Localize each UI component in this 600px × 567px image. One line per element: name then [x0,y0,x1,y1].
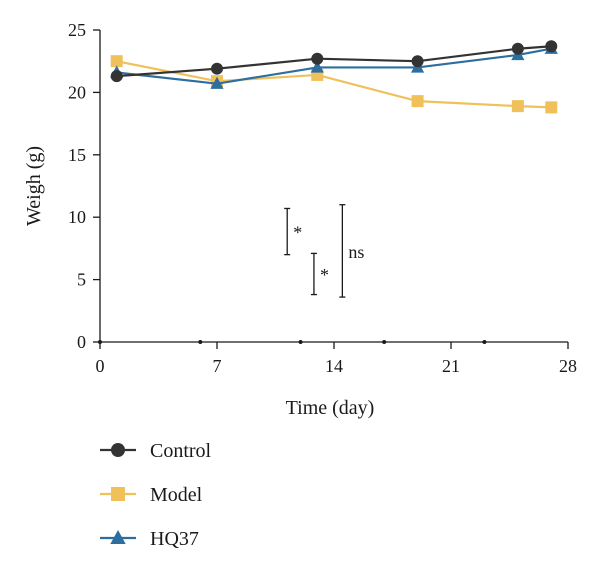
data-point [111,487,125,501]
y-tick-label: 0 [77,332,86,352]
data-point [545,40,558,53]
y-ticks: 0 5 10 15 20 25 [68,20,100,352]
axes [99,30,568,343]
data-point [111,443,125,457]
legend-item-hq37: HQ37 [100,528,199,550]
y-tick-label: 25 [68,20,86,40]
significance-label: * [293,223,302,243]
series-layer [110,40,558,114]
series-model [110,55,558,114]
y-tick-label: 20 [68,82,86,102]
baseline-dot [198,340,203,344]
legend-label: Control [150,440,212,462]
x-tick-label: 7 [213,356,222,376]
x-tick-label: 0 [96,356,105,376]
series-line [116,47,552,85]
baseline-dot [482,340,487,344]
baseline-dots [98,340,487,344]
significance-bracket: * [284,207,302,256]
series-control [110,40,558,83]
x-tick-label: 14 [325,356,343,376]
data-point [511,100,524,113]
y-tick-label: 15 [68,145,86,165]
legend-label: HQ37 [150,528,199,550]
x-tick-label: 21 [442,356,460,376]
legend-item-model: Model [100,484,203,506]
data-point [110,70,123,83]
baseline-dot [298,340,303,344]
series-line [116,45,552,78]
significance-bracket: * [310,252,329,296]
data-point [511,42,524,55]
x-tick-label: 28 [559,356,577,376]
baseline-dot [98,340,102,344]
significance-bracket: ns [339,204,364,298]
data-point [110,529,126,545]
data-point [411,55,424,68]
data-point [210,76,224,89]
baseline-dot [382,340,387,344]
significance-label: ns [348,242,364,262]
significance-annotations: * * ns [284,204,364,298]
legend-item-control: Control [100,440,212,462]
data-point [110,55,123,68]
legend: Control Model HQ37 [100,440,212,550]
significance-label: * [320,265,329,285]
series-hq37 [110,41,558,89]
x-axis-label: Time (day) [286,397,375,419]
data-point [411,95,424,108]
data-point [310,60,324,73]
data-point [311,52,324,65]
data-point [211,62,223,75]
y-tick-label: 5 [77,270,86,290]
y-axis-label: Weigh (g) [23,146,45,226]
data-point [545,101,558,114]
x-ticks: 0 7 14 21 28 [96,342,577,376]
legend-label: Model [150,484,203,506]
y-tick-label: 10 [68,207,86,227]
